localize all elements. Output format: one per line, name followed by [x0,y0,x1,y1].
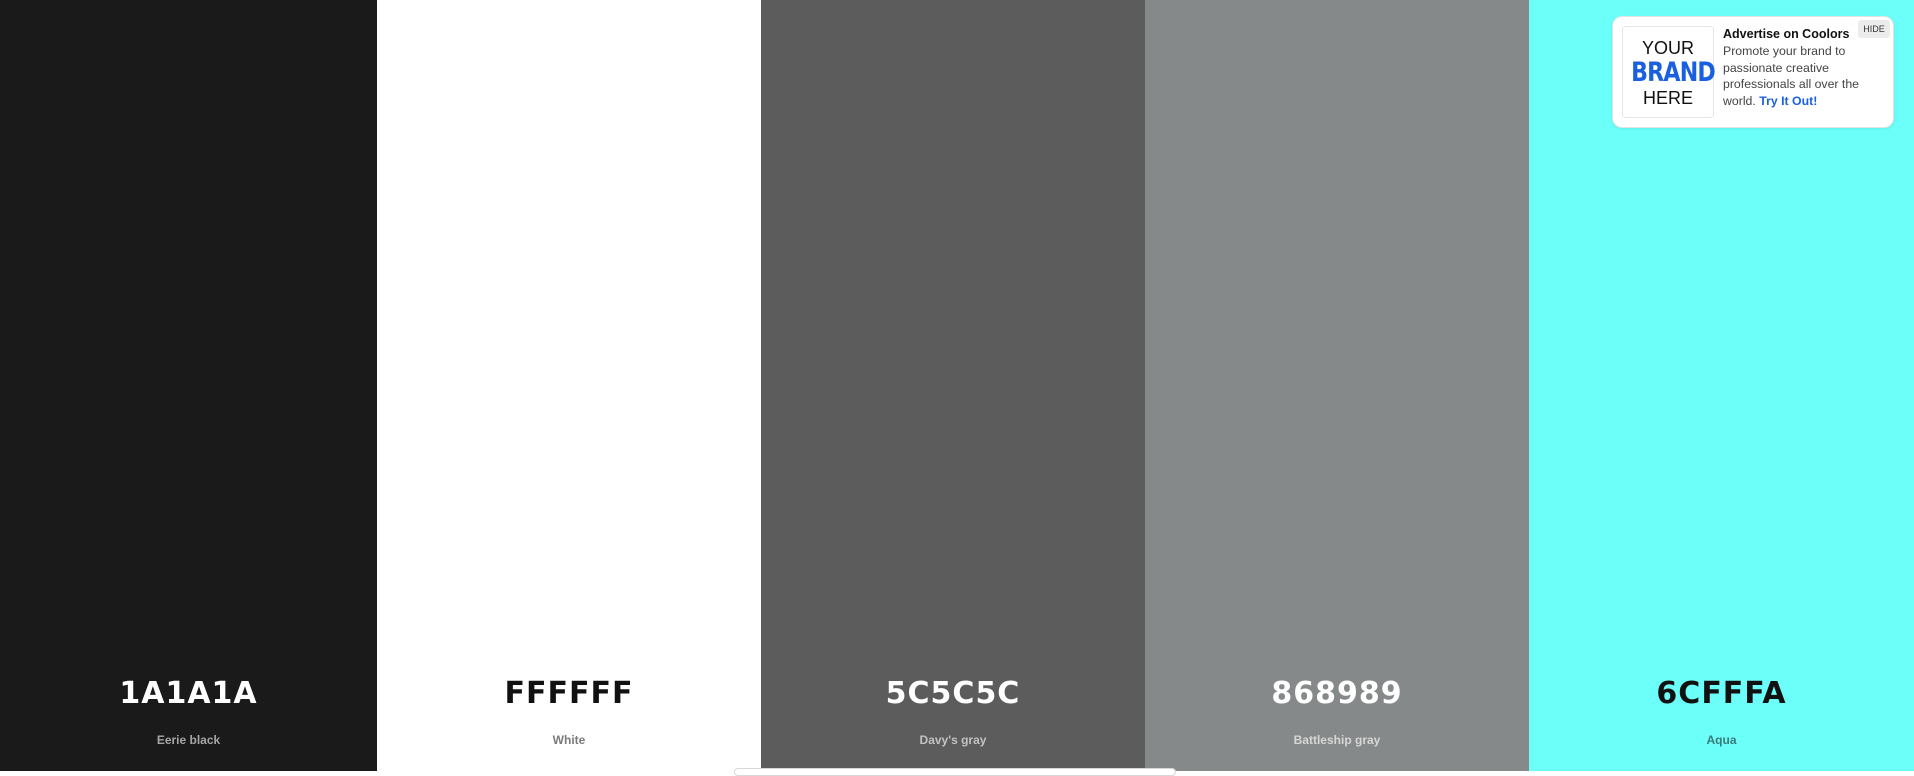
brand-line-brand: BRAND [1631,57,1716,88]
color-swatch-1[interactable]: 1A1A1A Eerie black [0,0,377,771]
ad-card: HIDE YOUR BRAND HERE Advertise on Coolor… [1612,16,1894,128]
ad-body-text: Promote your brand to passionate creativ… [1723,44,1860,108]
color-hex-code[interactable]: 1A1A1A [119,676,258,711]
try-it-out-link[interactable]: Try It Out! [1759,93,1818,108]
color-hex-code[interactable]: 868989 [1271,676,1403,711]
brand-line-your: YOUR [1641,38,1694,58]
color-name: Davy's gray [919,733,987,747]
color-swatch-4[interactable]: 868989 Battleship gray [1145,0,1529,771]
color-hex-code[interactable]: 6CFFFA [1656,676,1787,711]
ad-text: Advertise on Coolors Promote your brand … [1723,26,1867,109]
color-hex-code[interactable]: FFFFFF [504,676,634,711]
bottom-panel-tab[interactable] [734,768,1176,776]
hide-ad-button[interactable]: HIDE [1858,20,1890,38]
brand-line-here: HERE [1642,88,1693,108]
color-swatch-5[interactable]: 6CFFFA Aqua [1529,0,1914,771]
color-name: White [552,733,586,747]
brand-placeholder-image[interactable]: YOUR BRAND HERE [1622,26,1716,118]
color-name: Aqua [1706,733,1737,747]
color-name: Battleship gray [1293,733,1381,747]
ad-body: Promote your brand to passionate creativ… [1723,43,1867,109]
ad-title: Advertise on Coolors [1723,27,1850,41]
color-swatch-3[interactable]: 5C5C5C Davy's gray [761,0,1145,771]
color-swatch-2[interactable]: FFFFFF White [377,0,761,771]
color-name: Eerie black [156,733,221,747]
color-hex-code[interactable]: 5C5C5C [885,676,1021,711]
